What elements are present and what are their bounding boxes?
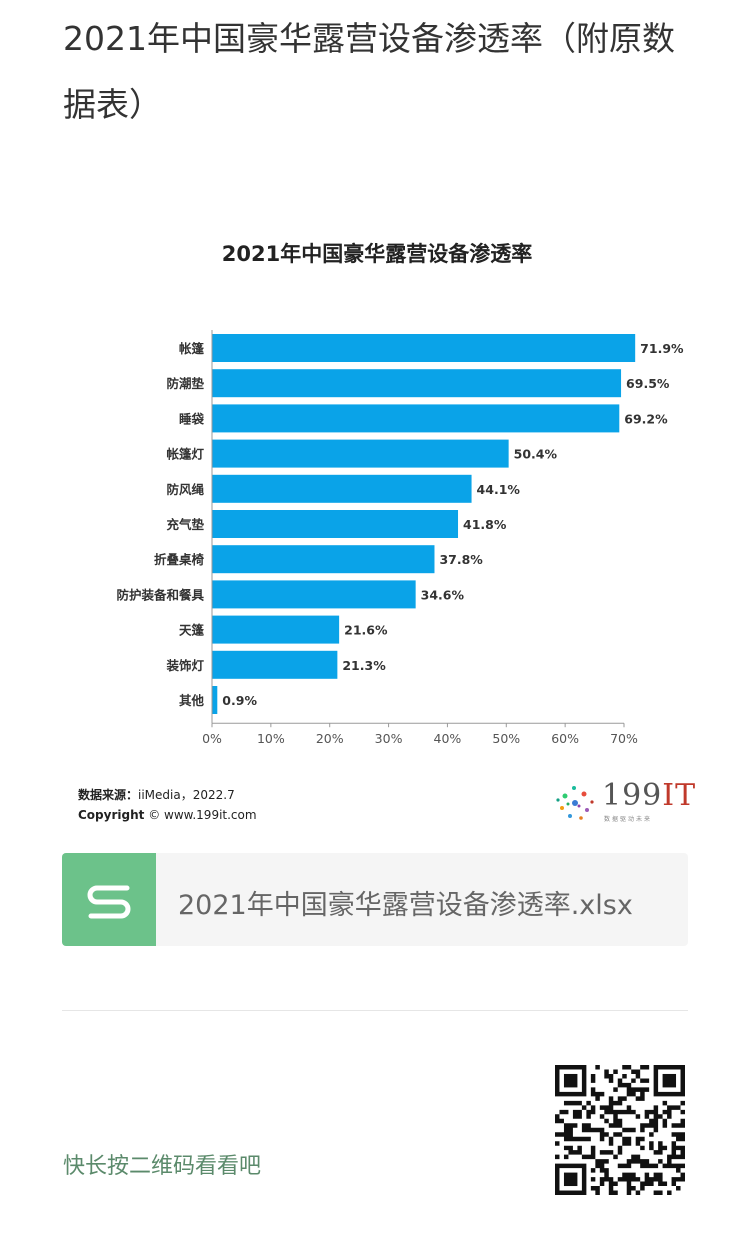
category-label-9: 装饰灯 <box>165 658 204 673</box>
attachment-filename: 2021年中国豪华露营设备渗透率.xlsx <box>178 890 633 921</box>
qr-hint-text: 快长按二维码看看吧 <box>63 1154 262 1179</box>
category-label-2: 睡袋 <box>179 411 205 426</box>
copyright-text: © www.199it.com <box>148 808 257 822</box>
category-label-5: 充气垫 <box>166 517 204 532</box>
x-tick-label-4: 40% <box>434 731 462 746</box>
x-tick-label-6: 60% <box>551 731 579 746</box>
bar-chart: 帐篷 71.9% 防潮垫 69.5% 睡袋 69.2% 帐篷灯 50.4% 防风绳 44.1% 充气… <box>116 330 684 746</box>
value-label-9: 21.3% <box>342 658 386 673</box>
bar-10 <box>212 686 218 714</box>
bar-0 <box>212 334 636 362</box>
spreadsheet-s-icon <box>62 853 156 946</box>
value-label-0: 71.9% <box>640 341 684 356</box>
value-label-10: 0.9% <box>222 693 257 708</box>
divider <box>62 1010 688 1011</box>
category-label-10: 其他 <box>179 693 205 708</box>
qr-code-icon[interactable] <box>555 1065 685 1195</box>
category-label-1: 防潮垫 <box>166 376 204 391</box>
chart-title: 2021年中国豪华露营设备渗透率 <box>221 242 533 266</box>
bar-5 <box>212 510 459 538</box>
bar-3 <box>212 439 509 468</box>
category-label-7: 防护装备和餐具 <box>116 587 204 602</box>
brand-logo: 199IT 数据驱动未来 <box>552 778 695 826</box>
article-title: 2021年中国豪华露营设备渗透率（附原数据表） <box>63 19 675 124</box>
x-tick-label-0: 0% <box>202 731 222 746</box>
value-label-7: 34.6% <box>421 587 465 602</box>
attachment-card[interactable]: 2021年中国豪华露营设备渗透率.xlsx <box>62 853 688 946</box>
x-tick-label-3: 30% <box>375 731 403 746</box>
chart-source: 数据来源：iiMedia，2022.7 Copyright © www.199i… <box>78 785 257 825</box>
category-label-6: 折叠桌椅 <box>154 552 205 567</box>
bar-2 <box>212 404 620 433</box>
bar-6 <box>212 545 435 574</box>
brand-name: 199IT <box>602 778 697 813</box>
x-tick-label-1: 10% <box>257 731 285 746</box>
category-label-0: 帐篷 <box>179 341 205 356</box>
x-tick-label-7: 70% <box>610 731 638 746</box>
bar-4 <box>212 474 472 503</box>
brand-dots-icon <box>556 786 594 820</box>
value-label-4: 44.1% <box>477 482 521 497</box>
value-label-1: 69.5% <box>626 376 670 391</box>
bar-8 <box>212 615 340 644</box>
bar-7 <box>212 580 416 609</box>
value-label-8: 21.6% <box>344 623 388 638</box>
bar-1 <box>212 369 622 398</box>
brand-tagline: 数据驱动未来 <box>604 816 653 823</box>
value-label-2: 69.2% <box>624 411 668 426</box>
value-label-5: 41.8% <box>463 517 507 532</box>
value-label-3: 50.4% <box>514 447 558 462</box>
bar-9 <box>212 650 338 679</box>
category-label-4: 防风绳 <box>166 482 204 497</box>
category-label-3: 帐篷灯 <box>166 447 204 462</box>
value-label-6: 37.8% <box>439 552 483 567</box>
source-text: iiMedia，2022.7 <box>138 788 235 802</box>
copyright-label: Copyright <box>78 808 145 822</box>
x-tick-label-5: 50% <box>492 731 520 746</box>
source-label: 数据来源： <box>78 788 139 802</box>
chart-figure: 帐篷 71.9% 防潮垫 69.5% 睡袋 69.2% 帐篷灯 50.4% 防风绳 44.1% 充气… <box>62 210 695 835</box>
category-label-8: 天篷 <box>179 623 205 638</box>
x-tick-label-2: 20% <box>316 731 344 746</box>
